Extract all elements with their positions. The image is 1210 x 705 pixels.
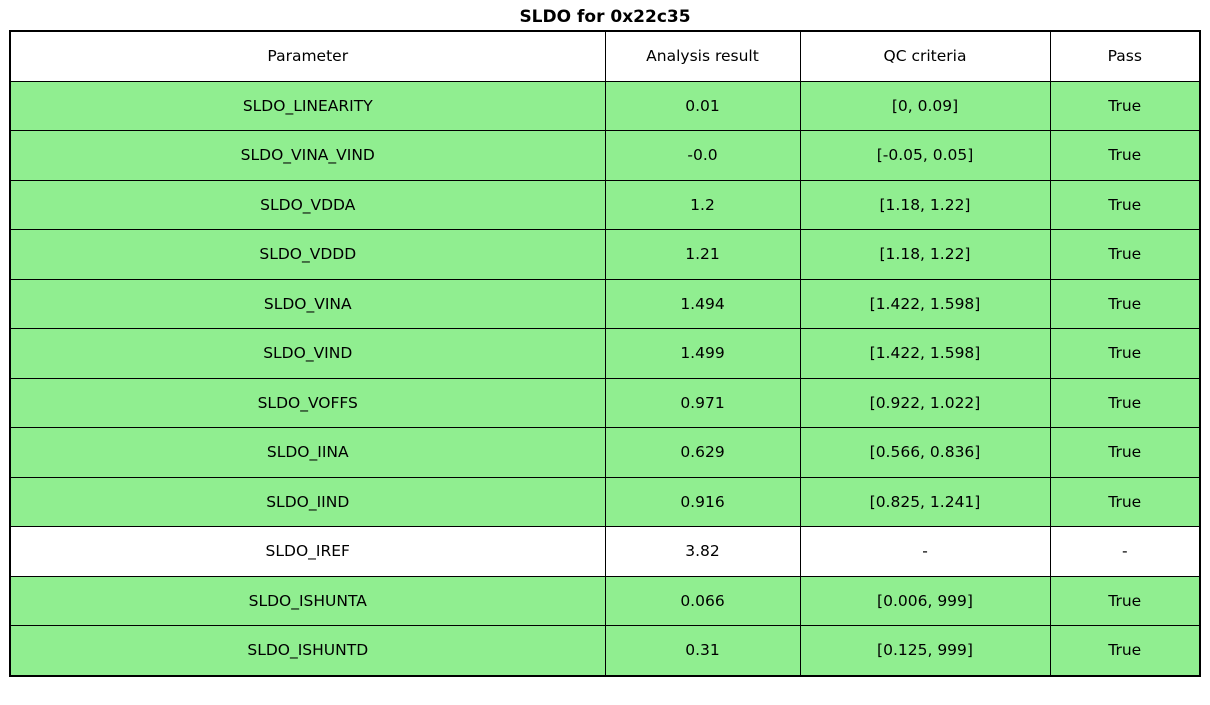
pass-cell: True	[1049, 476, 1201, 527]
analysis-result-cell: 1.21	[604, 229, 801, 280]
parameter-cell: SLDO_IREF	[9, 526, 606, 577]
page-title: SLDO for 0x22c35	[519, 7, 691, 27]
table-row: SLDO_VIND 1.499 [1.422, 1.598] True	[9, 328, 1201, 379]
parameter-cell: SLDO_VDDD	[9, 229, 606, 280]
analysis-result-cell: 0.916	[604, 476, 801, 527]
analysis-result-cell: 1.499	[604, 328, 801, 379]
qc-criteria-cell: [0.125, 999]	[799, 625, 1051, 676]
qc-criteria-cell: [1.422, 1.598]	[799, 328, 1051, 379]
table-row: SLDO_ISHUNTA 0.066 [0.006, 999] True	[9, 575, 1201, 626]
table-row: SLDO_IINA 0.629 [0.566, 0.836] True	[9, 427, 1201, 478]
pass-cell: True	[1049, 278, 1201, 329]
parameter-cell: SLDO_LINEARITY	[9, 80, 606, 131]
qc-criteria-cell: [0, 0.09]	[799, 80, 1051, 131]
analysis-result-cell: 0.629	[604, 427, 801, 478]
table-row: SLDO_VINA_VIND -0.0 [-0.05, 0.05] True	[9, 130, 1201, 181]
analysis-result-cell: 1.2	[604, 179, 801, 230]
qc-results-table: Parameter Analysis result QC criteria Pa…	[9, 30, 1201, 677]
pass-cell: True	[1049, 80, 1201, 131]
qc-criteria-cell: [0.566, 0.836]	[799, 427, 1051, 478]
table-row: SLDO_ISHUNTD 0.31 [0.125, 999] True	[9, 625, 1201, 676]
column-header-parameter: Parameter	[9, 30, 606, 82]
pass-cell: True	[1049, 625, 1201, 676]
table-header-row: Parameter Analysis result QC criteria Pa…	[9, 30, 1201, 82]
parameter-cell: SLDO_VIND	[9, 328, 606, 379]
pass-cell: True	[1049, 427, 1201, 478]
pass-cell: True	[1049, 130, 1201, 181]
qc-criteria-cell: [1.18, 1.22]	[799, 229, 1051, 280]
pass-cell: -	[1049, 526, 1201, 577]
qc-criteria-cell: [1.18, 1.22]	[799, 179, 1051, 230]
analysis-result-cell: -0.0	[604, 130, 801, 181]
table-row: SLDO_VDDD 1.21 [1.18, 1.22] True	[9, 229, 1201, 280]
analysis-result-cell: 0.01	[604, 80, 801, 131]
analysis-result-cell: 1.494	[604, 278, 801, 329]
pass-cell: True	[1049, 179, 1201, 230]
analysis-result-cell: 0.31	[604, 625, 801, 676]
column-header-qc-criteria: QC criteria	[799, 30, 1051, 82]
parameter-cell: SLDO_IIND	[9, 476, 606, 527]
qc-criteria-cell: [-0.05, 0.05]	[799, 130, 1051, 181]
parameter-cell: SLDO_VINA	[9, 278, 606, 329]
qc-criteria-cell: [1.422, 1.598]	[799, 278, 1051, 329]
table-row: SLDO_VDDA 1.2 [1.18, 1.22] True	[9, 179, 1201, 230]
qc-criteria-cell: -	[799, 526, 1051, 577]
qc-criteria-cell: [0.006, 999]	[799, 575, 1051, 626]
analysis-result-cell: 0.971	[604, 377, 801, 428]
table-row: SLDO_VOFFS 0.971 [0.922, 1.022] True	[9, 377, 1201, 428]
parameter-cell: SLDO_VDDA	[9, 179, 606, 230]
table-row: SLDO_LINEARITY 0.01 [0, 0.09] True	[9, 80, 1201, 131]
parameter-cell: SLDO_VINA_VIND	[9, 130, 606, 181]
table-row: SLDO_IIND 0.916 [0.825, 1.241] True	[9, 476, 1201, 527]
parameter-cell: SLDO_ISHUNTA	[9, 575, 606, 626]
table-row: SLDO_VINA 1.494 [1.422, 1.598] True	[9, 278, 1201, 329]
pass-cell: True	[1049, 229, 1201, 280]
pass-cell: True	[1049, 377, 1201, 428]
pass-cell: True	[1049, 575, 1201, 626]
parameter-cell: SLDO_IINA	[9, 427, 606, 478]
pass-cell: True	[1049, 328, 1201, 379]
qc-criteria-cell: [0.922, 1.022]	[799, 377, 1051, 428]
column-header-pass: Pass	[1049, 30, 1201, 82]
analysis-result-cell: 3.82	[604, 526, 801, 577]
table-body: SLDO_LINEARITY 0.01 [0, 0.09] True SLDO_VINA…	[9, 80, 1201, 676]
column-header-analysis-result: Analysis result	[604, 30, 801, 82]
qc-criteria-cell: [0.825, 1.241]	[799, 476, 1051, 527]
parameter-cell: SLDO_VOFFS	[9, 377, 606, 428]
table-row: SLDO_IREF 3.82- -	[9, 526, 1201, 577]
analysis-result-cell: 0.066	[604, 575, 801, 626]
parameter-cell: SLDO_ISHUNTD	[9, 625, 606, 676]
